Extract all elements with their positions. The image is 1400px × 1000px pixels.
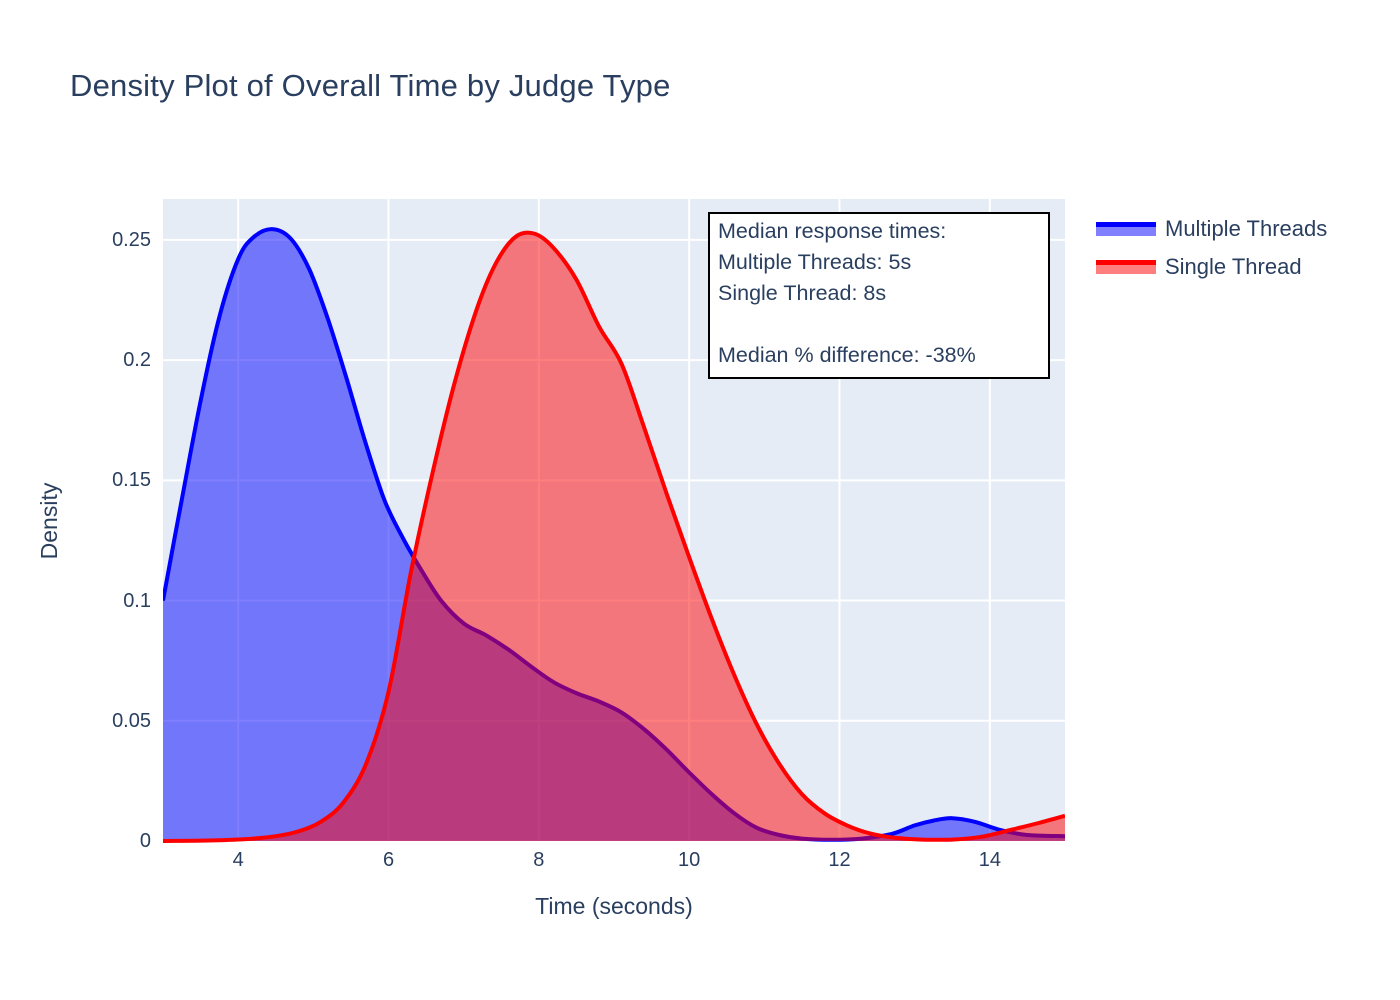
legend-item-single-thread[interactable]: Single Thread (1096, 252, 1327, 282)
y-tick-label: 0.05 (112, 709, 151, 732)
y-tick-label: 0.1 (123, 589, 151, 612)
y-tick-label: 0.15 (112, 469, 151, 492)
x-tick-label: 4 (232, 849, 244, 871)
x-tick-label: 12 (828, 849, 851, 871)
legend-label: Multiple Threads (1165, 216, 1328, 241)
x-tick-label: 6 (382, 849, 395, 871)
legend: Multiple Threads Single Thread (1096, 214, 1327, 290)
annotation-line: Median % difference: -38% (718, 343, 976, 367)
series-line-single-thread[interactable] (163, 230, 1065, 843)
legend-swatch-single-thread (1096, 260, 1156, 274)
chart-title: Density Plot of Overall Time by Judge Ty… (70, 68, 671, 103)
x-tick-label: 14 (978, 849, 1001, 871)
legend-swatch-multiple-threads (1096, 222, 1156, 236)
series-fill-single-thread[interactable] (163, 232, 1065, 841)
x-tick-label: 8 (533, 849, 545, 871)
median-annotation-box: Median response times: Multiple Threads:… (708, 212, 1050, 379)
y-tick-label: 0.25 (112, 228, 151, 251)
y-tick-label: 0 (139, 830, 151, 852)
annotation-line: Multiple Threads: 5s (718, 250, 912, 274)
annotation-line: Single Thread: 8s (718, 281, 887, 305)
legend-item-multiple-threads[interactable]: Multiple Threads (1096, 214, 1327, 244)
y-axis-title: Density (36, 482, 62, 560)
legend-label: Single Thread (1165, 254, 1302, 279)
x-tick-label: 10 (678, 849, 701, 871)
x-axis-title: Time (seconds) (535, 893, 693, 919)
annotation-line: Median response times: (718, 219, 947, 243)
annotation-line (718, 309, 1040, 340)
y-tick-label: 0.2 (123, 349, 151, 372)
